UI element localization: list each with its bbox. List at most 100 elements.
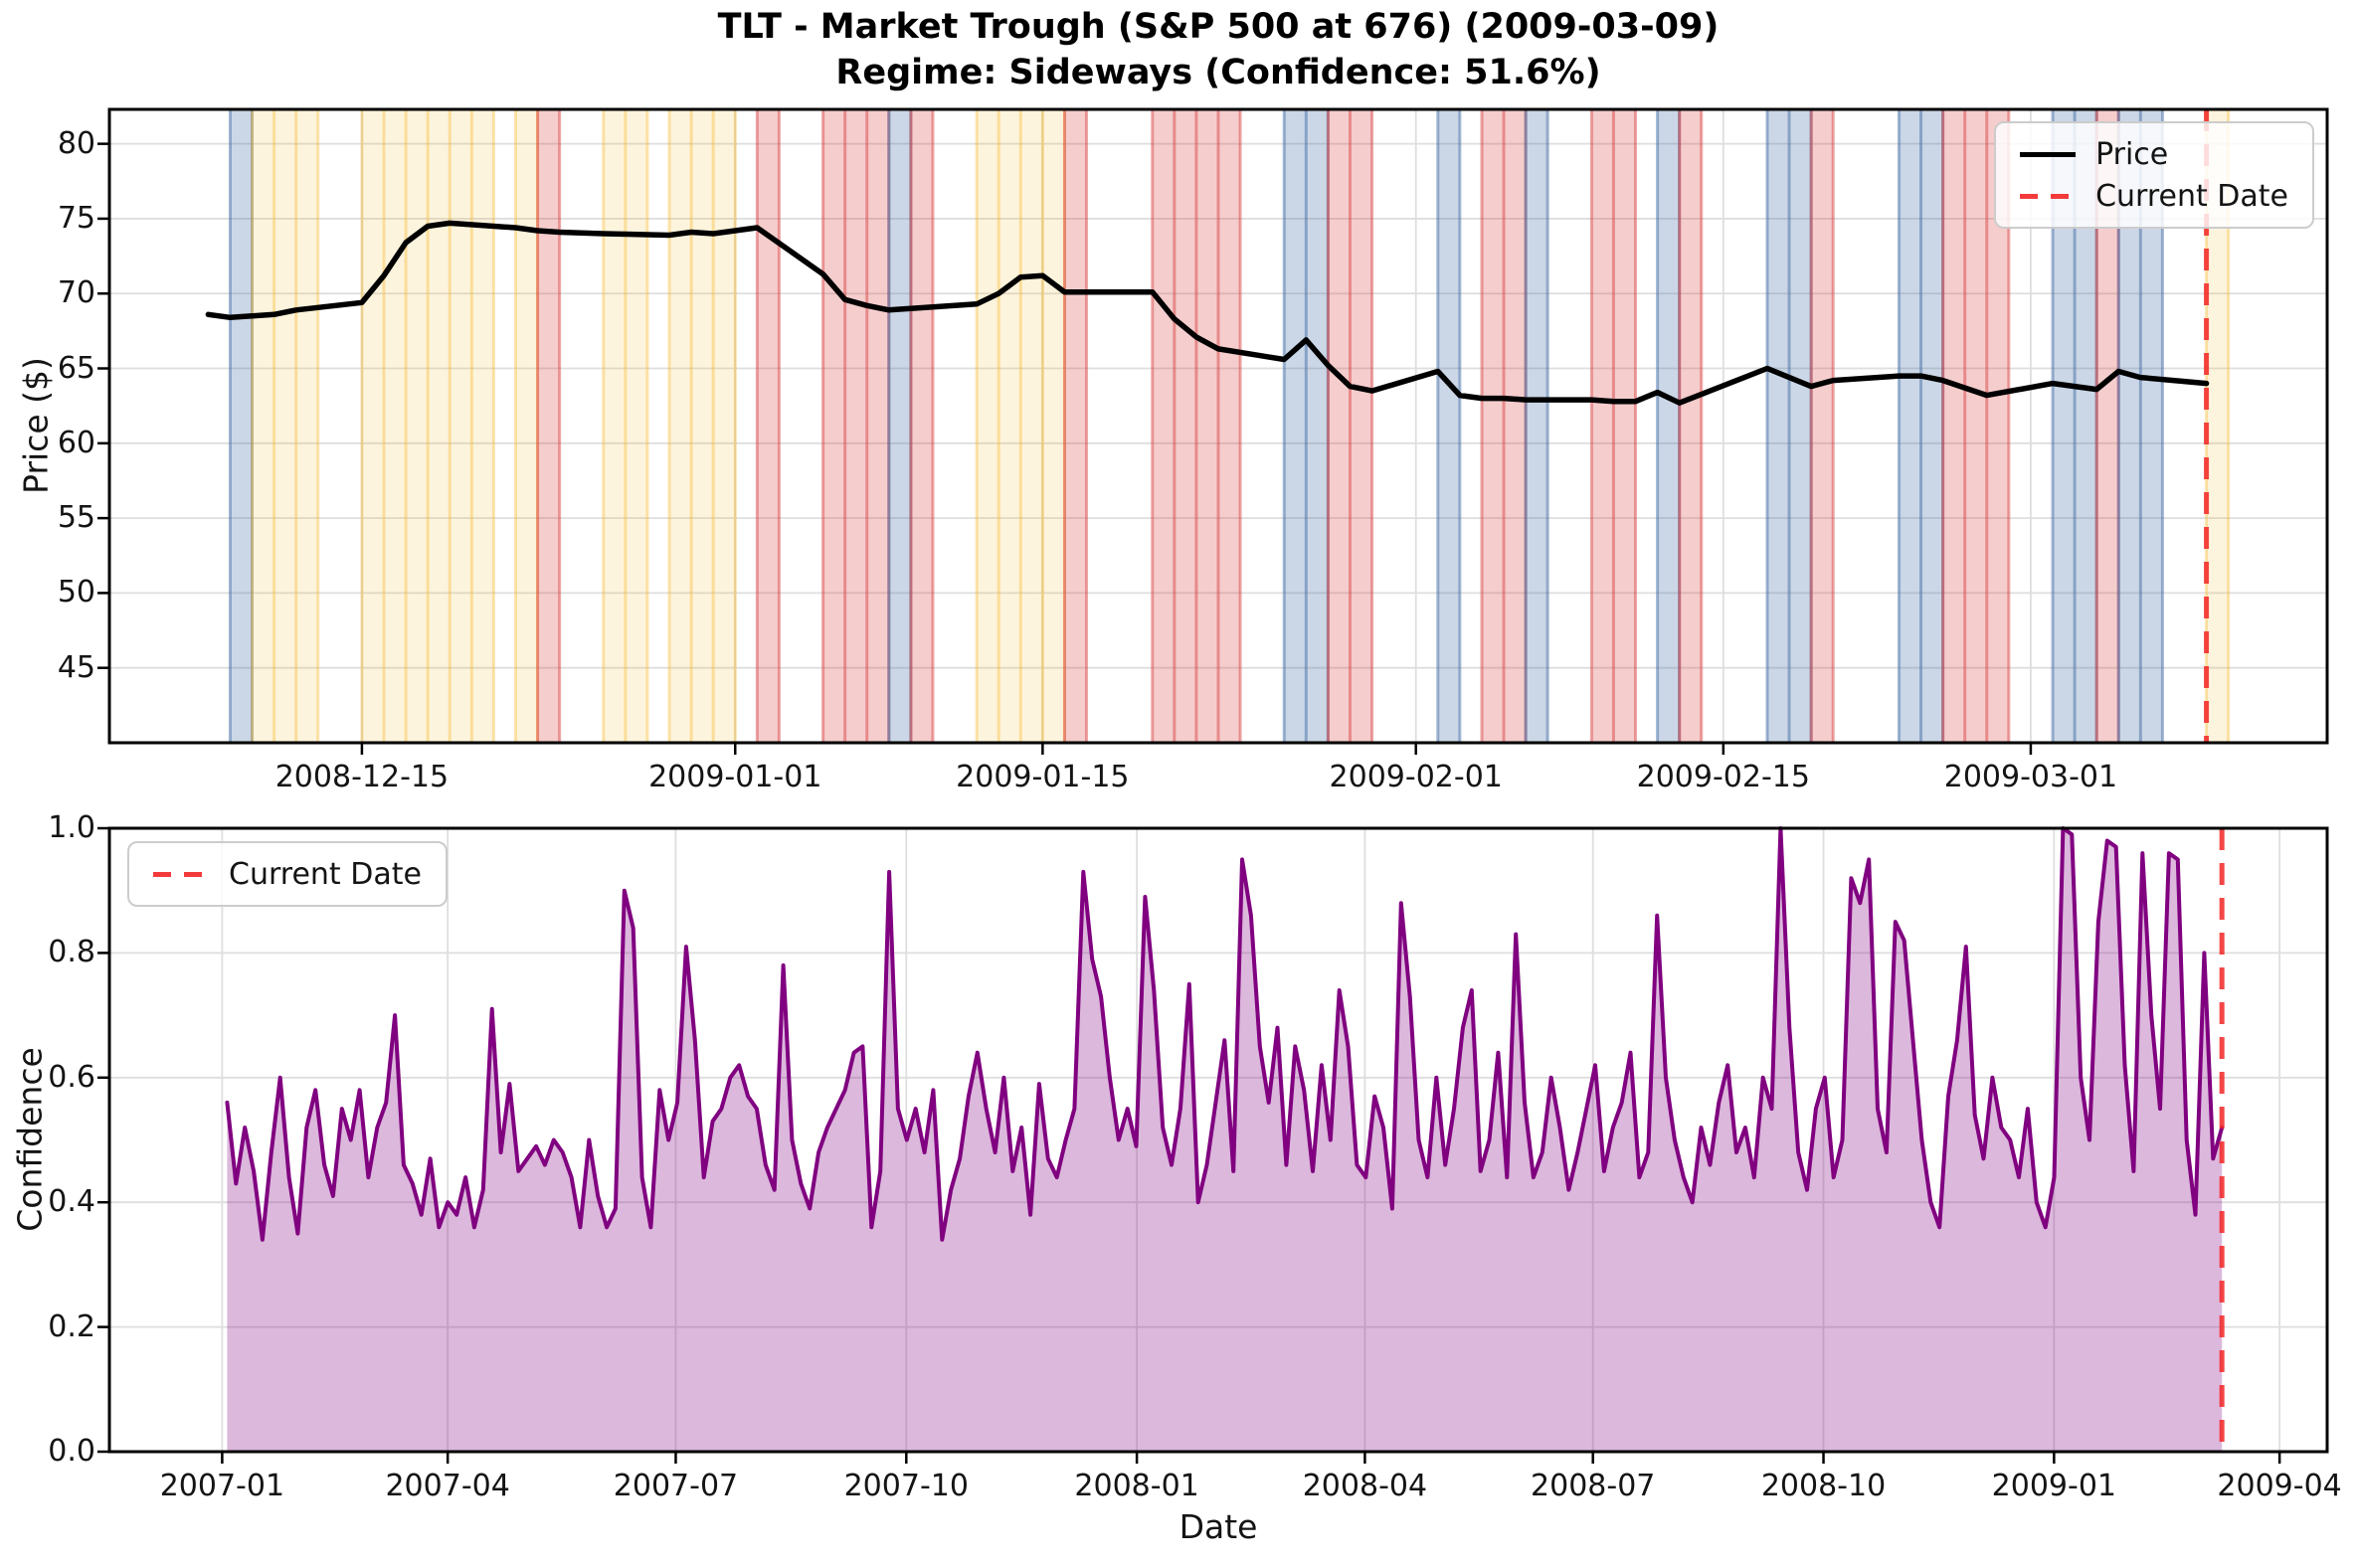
regime-band-red	[2096, 109, 2119, 743]
regime-band-edge	[1765, 109, 1769, 743]
x-tick-label: 2007-07	[613, 1469, 739, 1503]
y-tick-label: 0.8	[48, 935, 95, 970]
regime-band-edge	[1018, 109, 1022, 743]
x-tick-label: 2008-12-15	[274, 760, 450, 794]
y-tick-label: 70	[57, 275, 95, 311]
regime-band-edge	[1216, 109, 1220, 743]
x-tick-label: 2008-04	[1302, 1469, 1428, 1503]
price-line-swatch	[2020, 151, 2077, 157]
x-tick-label: 2009-04	[2217, 1469, 2342, 1503]
regime-band-edge	[1589, 109, 1593, 743]
regime-band-yellow	[977, 109, 1065, 743]
regime-band-edge	[1085, 109, 1089, 743]
y-tick-label: 55	[57, 500, 95, 536]
regime-band-blue	[1657, 109, 1680, 743]
regime-band-edge	[733, 109, 737, 743]
regime-band-edge	[272, 109, 276, 743]
regime-band-edge	[1348, 109, 1352, 743]
regime-band-edge	[931, 109, 935, 743]
regime-band-blue	[888, 109, 911, 743]
legend-row-current-date: Current Date	[153, 853, 422, 895]
y-tick-label: 0.2	[48, 1308, 95, 1344]
regime-band-edge	[2138, 109, 2142, 743]
regime-band-edge	[1326, 109, 1330, 743]
x-tick-label: 2009-01	[1991, 1469, 2117, 1503]
regime-band-edge	[2073, 109, 2077, 743]
chart-subtitle: Regime: Sideways (Confidence: 51.6%)	[835, 53, 1601, 92]
regime-band-yellow	[669, 109, 736, 743]
regime-band-edge	[711, 109, 715, 743]
regime-band-edge	[1963, 109, 1967, 743]
regime-band-edge	[1480, 109, 1484, 743]
regime-band-red	[1811, 109, 1834, 743]
regime-band-edge	[1941, 109, 1945, 743]
y-tick-label: 65	[57, 350, 95, 386]
x-tick-label: 2008-10	[1760, 1469, 1887, 1503]
regime-band-edge	[1370, 109, 1374, 743]
y-tick-label: 50	[57, 575, 95, 610]
regime-band-edge	[382, 109, 386, 743]
regime-band-edge	[228, 109, 232, 743]
regime-band-red	[1328, 109, 1372, 743]
regime-band-edge	[1502, 109, 1506, 743]
legend-label-current-date: Current Date	[229, 856, 422, 892]
regime-band-red	[757, 109, 780, 743]
regime-band-edge	[536, 109, 540, 743]
y-tick-label: 0.4	[48, 1184, 95, 1220]
regime-band-edge	[1831, 109, 1835, 743]
confidence-line	[225, 826, 2225, 1242]
regime-band-red	[910, 109, 933, 743]
regime-band-edge	[1634, 109, 1638, 743]
legend-label-price: Price	[2095, 136, 2169, 172]
regime-band-edge	[1524, 109, 1528, 743]
regime-band-edge	[1062, 109, 1066, 743]
confidence-plot	[97, 826, 2329, 1464]
regime-band-edge	[667, 109, 671, 743]
x-tick-label: 2008-01	[1074, 1469, 1199, 1503]
regime-band-edge	[865, 109, 869, 743]
regime-band-edge	[1919, 109, 1923, 743]
regime-band-edge	[1304, 109, 1308, 743]
regime-band-edge	[316, 109, 320, 743]
regime-band-red	[1152, 109, 1241, 743]
regime-band-edge	[251, 109, 255, 743]
regime-band-edge	[1458, 109, 1462, 743]
regime-band-edge	[909, 109, 913, 743]
regime-band-edge	[1700, 109, 1704, 743]
regime-band-edge	[1678, 109, 1682, 743]
regime-band-edge	[1040, 109, 1044, 743]
regime-band-edge	[1326, 109, 1330, 743]
regime-band-edge	[975, 109, 979, 743]
current-date-line-swatch	[2020, 193, 2077, 199]
x-tick-label: 2008-07	[1531, 1469, 1656, 1503]
regime-band-edge	[2116, 109, 2120, 743]
x-tick-label: 2007-04	[385, 1469, 510, 1503]
y-axis-label-price: Price ($)	[16, 357, 56, 494]
regime-band-edge	[469, 109, 473, 743]
regime-band-blue	[1437, 109, 1460, 743]
legend-label-current-date: Current Date	[2095, 178, 2288, 214]
confidence-chart-legend: Current Date	[127, 841, 448, 907]
y-axis-label-confidence: Confidence	[10, 1047, 50, 1232]
regime-band-blue	[1526, 109, 1548, 743]
regime-band-edge	[2160, 109, 2164, 743]
regime-band-edge	[513, 109, 517, 743]
x-tick-label: 2009-02-01	[1329, 760, 1503, 794]
regime-band-edge	[689, 109, 693, 743]
regime-band-edge	[1436, 109, 1440, 743]
regime-band-edge	[2007, 109, 2011, 743]
regime-band-edge	[558, 109, 562, 743]
regime-band-edge	[294, 109, 298, 743]
regime-band-edge	[997, 109, 1000, 743]
y-tick-label: 0.0	[48, 1434, 95, 1469]
regime-band-edge	[251, 109, 255, 743]
regime-band-edge	[536, 109, 540, 743]
regime-band-yellow	[361, 109, 494, 743]
chart-title: TLT - Market Trough (S&P 500 at 676) (20…	[717, 7, 1720, 47]
regime-band-edge	[448, 109, 452, 743]
regime-band-red	[1591, 109, 1636, 743]
regime-band-edge	[887, 109, 891, 743]
regime-band-edge	[1173, 109, 1177, 743]
x-tick-label: 2007-01	[159, 1469, 285, 1503]
